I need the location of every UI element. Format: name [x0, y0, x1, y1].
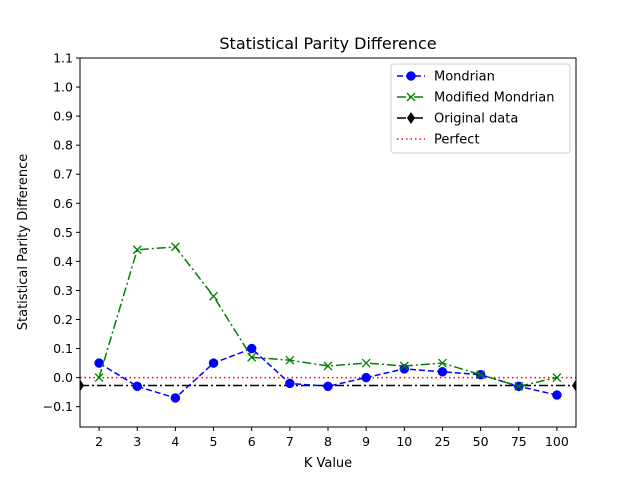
y-tick-label: 1.0 [53, 80, 73, 95]
x-tick-label: 8 [324, 434, 332, 449]
x-tick-label: 7 [286, 434, 294, 449]
series-point [437, 367, 448, 377]
series-point [80, 379, 84, 392]
series-point [246, 343, 257, 354]
series-point [399, 361, 409, 371]
legend-label: Original data [434, 112, 518, 127]
plot-clipped-layer [80, 242, 576, 403]
series-point [285, 378, 295, 389]
chart-title: Statistical Parity Difference [219, 34, 436, 53]
x-tick-label: 100 [545, 434, 569, 449]
series-point [132, 381, 142, 392]
legend-marker [406, 92, 416, 102]
series-point [132, 245, 142, 255]
y-axis-label: Statistical Parity Difference [16, 154, 31, 330]
y-tick-label: 0.7 [53, 167, 73, 182]
legend-item: Mondrian [397, 70, 495, 85]
y-tick-label: −0.1 [43, 399, 73, 414]
series-point [514, 381, 524, 391]
legend-marker [407, 112, 415, 124]
x-tick-label: 6 [248, 434, 256, 449]
legend-label: Perfect [434, 133, 480, 148]
series-2-reference [80, 379, 576, 392]
series-point [208, 358, 219, 368]
x-tick-label: 50 [473, 434, 489, 449]
legend-item: Perfect [397, 133, 480, 148]
legend: Mondrian Modified Mondrian Original data Pe… [390, 63, 571, 154]
x-tick-label: 10 [396, 434, 412, 449]
plot-lines [80, 242, 576, 403]
legend-box [390, 63, 571, 154]
x-tick-label: 5 [210, 434, 218, 449]
y-tick-label: 0.2 [53, 312, 73, 327]
series-point [361, 372, 371, 383]
series-point [552, 373, 562, 383]
y-tick-label: 0.9 [53, 109, 73, 124]
x-tick-label: 9 [362, 434, 370, 449]
series-point [170, 393, 181, 403]
series-point [323, 361, 333, 371]
series-point [399, 364, 410, 374]
y-tick-label: 0.8 [53, 138, 73, 153]
series-point [285, 355, 295, 365]
legend-item: Original data [397, 112, 518, 127]
y-tick-label: 0.3 [53, 283, 73, 298]
series-point [247, 352, 257, 362]
x-tick-label: 25 [435, 434, 451, 449]
legend-label: Mondrian [434, 70, 495, 85]
y-tick-label: 0.6 [53, 196, 73, 211]
legend-label: Modified Mondrian [434, 91, 554, 106]
x-tick-label: 3 [133, 434, 141, 449]
x-tick-label: 75 [511, 434, 527, 449]
series-1 [94, 242, 562, 391]
x-tick-label: 2 [95, 434, 103, 449]
series-point [552, 390, 562, 400]
series-point [94, 358, 104, 368]
series-point [170, 242, 180, 252]
series-point [438, 358, 447, 368]
x-axis-label: K Value [304, 456, 352, 471]
legend-item: Modified Mondrian [397, 91, 554, 106]
y-tick-label: 0.0 [53, 370, 73, 385]
series-point [361, 358, 371, 368]
y-tick-label: 0.4 [53, 254, 73, 269]
y-tick-label: 1.1 [53, 51, 73, 66]
series-point [323, 381, 333, 392]
y-tick-label: 0.5 [53, 225, 73, 240]
series-point [572, 379, 576, 392]
series-point [209, 291, 218, 301]
series-0 [94, 343, 562, 403]
series-point [94, 373, 104, 383]
series-point [476, 370, 486, 380]
axes: 2 3 4 5 6 7 8 9 10 25 50 75 100 −0.1 0.0 0.1 0.2 0.3 0.4 0.… [43, 51, 577, 449]
y-tick-label: 0.1 [53, 341, 73, 356]
legend-marker [406, 71, 416, 81]
x-tick-label: 4 [171, 434, 179, 449]
